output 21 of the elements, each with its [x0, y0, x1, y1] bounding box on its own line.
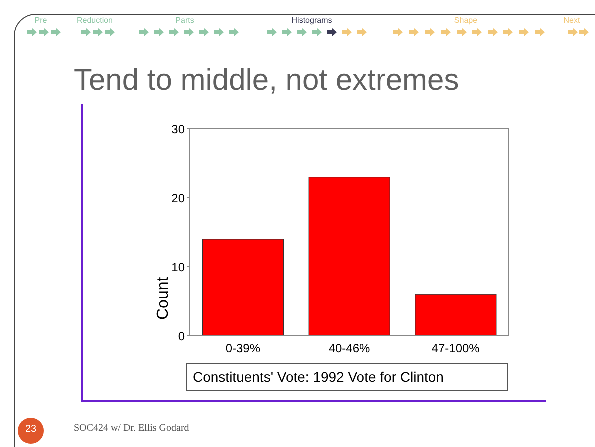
text: Histograms [292, 16, 332, 25]
bar [202, 239, 284, 336]
text: 23 [25, 424, 37, 435]
text: SOC424 w/ Dr. Ellis Godard [74, 423, 190, 434]
y-tick-label: 20 [172, 191, 186, 206]
y-axis-title: Count [155, 276, 172, 320]
text: Next [564, 16, 580, 25]
y-tick-label: 0 [178, 329, 186, 344]
text: Shape [454, 16, 478, 25]
text: Pre [34, 16, 48, 25]
bar [308, 177, 390, 336]
text: Parts [176, 16, 194, 25]
x-tick-label: 0-39% [226, 342, 261, 356]
bar [415, 294, 497, 336]
text: Reduction [76, 16, 114, 25]
y-tick-label: 10 [172, 260, 186, 274]
x-tick-label: 47-100% [432, 342, 480, 356]
chart-title: Tend to middle, not extremes [74, 64, 460, 98]
x-tick-label: 40-46% [328, 342, 371, 356]
y-tick-label: 30 [172, 122, 186, 136]
x-axis-title: Constituents' Vote: 1992 Vote for Clinton [186, 363, 508, 391]
